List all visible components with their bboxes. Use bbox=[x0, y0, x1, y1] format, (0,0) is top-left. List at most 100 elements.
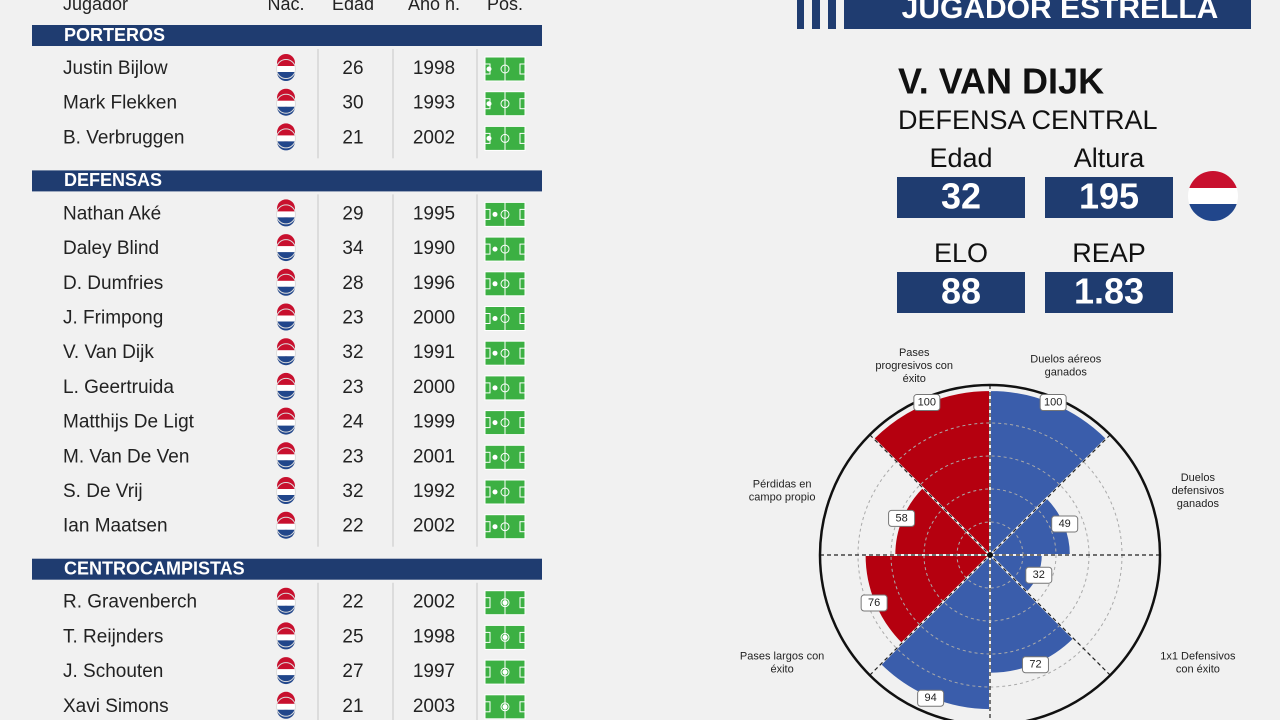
player-birth-year: 1992 bbox=[413, 481, 455, 502]
player-age: 24 bbox=[342, 412, 364, 433]
flag-blue bbox=[277, 356, 295, 366]
player-dot bbox=[486, 66, 492, 72]
value-label: 76 bbox=[868, 597, 880, 609]
player-name: T. Reijnders bbox=[63, 626, 163, 647]
stat-label: REAP bbox=[1072, 238, 1146, 268]
banner-title: JUGADOR ESTRELLA bbox=[902, 0, 1219, 25]
pitch-box bbox=[519, 451, 526, 463]
pitch-circle bbox=[500, 64, 510, 74]
position-icon bbox=[484, 56, 526, 82]
flag-outline bbox=[276, 662, 296, 683]
pitch-box bbox=[519, 132, 526, 144]
player-role: DEFENSA CENTRAL bbox=[898, 105, 1158, 135]
flag-outline bbox=[276, 412, 296, 433]
player-birth-year: 1997 bbox=[413, 661, 455, 682]
pitch-circle bbox=[500, 632, 510, 642]
squad-table: Jugador Nac. Edad Año n. Pos. PORTEROS Justin … bbox=[32, 0, 542, 720]
pitch-box bbox=[519, 63, 526, 75]
player-age: 32 bbox=[342, 342, 363, 363]
player-age: 29 bbox=[342, 203, 363, 224]
group-title: PORTEROS bbox=[64, 25, 165, 45]
player-dot bbox=[502, 634, 508, 640]
category-label: Pérdidas en campo propio bbox=[749, 478, 816, 503]
player-dot bbox=[492, 420, 498, 426]
pitch-box bbox=[484, 631, 491, 643]
player-age: 23 bbox=[342, 446, 363, 467]
flag-blue bbox=[277, 529, 295, 539]
stat-box bbox=[897, 177, 1025, 218]
player-age: 22 bbox=[342, 592, 363, 613]
player-birth-year: 1991 bbox=[413, 342, 455, 363]
player-age: 26 bbox=[342, 58, 363, 79]
flag-outline bbox=[276, 516, 296, 537]
player-age: 23 bbox=[342, 377, 363, 398]
column-header: Pos. bbox=[487, 0, 523, 14]
pitch-circle bbox=[500, 209, 510, 219]
flag-icon bbox=[276, 268, 296, 296]
pitch-box bbox=[519, 278, 526, 290]
player-birth-year: 2001 bbox=[413, 446, 455, 467]
column-header: Edad bbox=[332, 0, 374, 14]
stat-value: 88 bbox=[941, 271, 981, 312]
stat-value: 1.83 bbox=[1074, 271, 1144, 312]
flag-blue bbox=[277, 495, 295, 504]
player-dot bbox=[492, 281, 498, 287]
flag bbox=[1188, 171, 1238, 221]
flag-blue bbox=[277, 286, 295, 296]
pitch-circle bbox=[500, 279, 510, 289]
pitch-box bbox=[484, 278, 491, 290]
flag-blue bbox=[277, 709, 295, 719]
pitch-circle bbox=[500, 418, 510, 428]
value-label-box bbox=[1025, 566, 1053, 584]
player-dot bbox=[492, 350, 498, 356]
player-dot bbox=[492, 454, 498, 460]
player-age: 25 bbox=[342, 626, 363, 647]
player-dot bbox=[492, 246, 498, 252]
flag-white bbox=[277, 280, 295, 287]
star-panel: JUGADOR ESTRELLA V. VAN DIJK DEFENSA CEN… bbox=[797, 0, 1251, 313]
player-birth-year: 2002 bbox=[413, 127, 455, 148]
flag-icon bbox=[276, 657, 296, 685]
player-birth-year: 1990 bbox=[413, 238, 455, 259]
player-age: 21 bbox=[342, 696, 363, 717]
position-icon bbox=[484, 91, 526, 117]
flag-white bbox=[277, 246, 295, 253]
stat-value: 32 bbox=[941, 176, 981, 217]
banner bbox=[797, 0, 1251, 29]
flag-blue bbox=[277, 425, 295, 435]
player-name: V. VAN DIJK bbox=[898, 61, 1104, 102]
value-label-box bbox=[917, 689, 945, 707]
value-label-box bbox=[1021, 656, 1049, 674]
position-icon bbox=[484, 375, 526, 401]
flag-white bbox=[277, 489, 295, 495]
player-birth-year: 2003 bbox=[413, 696, 455, 717]
player-name: Daley Blind bbox=[63, 238, 159, 259]
position-icon bbox=[484, 624, 526, 650]
pitch-box bbox=[519, 347, 526, 359]
position-icon bbox=[484, 340, 526, 366]
flag-outline bbox=[276, 239, 296, 260]
pitch-box bbox=[484, 347, 491, 359]
flag-blue bbox=[277, 640, 295, 650]
player-name: J. Schouten bbox=[63, 661, 163, 682]
flag-white bbox=[277, 703, 295, 710]
stat-label: Edad bbox=[929, 143, 992, 173]
group-title: DEFENSAS bbox=[64, 170, 162, 190]
flag-icon bbox=[276, 511, 296, 539]
pitch-box bbox=[484, 382, 491, 394]
pitch-circle bbox=[500, 522, 510, 532]
player-birth-year: 1995 bbox=[413, 203, 455, 224]
flag-icon bbox=[276, 587, 296, 615]
pitch-box bbox=[484, 313, 491, 324]
player-dot bbox=[492, 316, 498, 321]
flag-blue bbox=[277, 390, 295, 400]
pitch-box bbox=[519, 631, 526, 643]
flag-blue bbox=[277, 252, 295, 262]
pitch-box bbox=[484, 243, 491, 255]
pitch-box bbox=[519, 382, 526, 394]
category-label: Duelos aéreos ganados bbox=[1030, 353, 1101, 378]
player-name: Matthijs De Ligt bbox=[63, 412, 195, 433]
position-icon bbox=[484, 271, 526, 297]
player-age: 27 bbox=[342, 661, 363, 682]
flag-outline bbox=[276, 343, 296, 364]
